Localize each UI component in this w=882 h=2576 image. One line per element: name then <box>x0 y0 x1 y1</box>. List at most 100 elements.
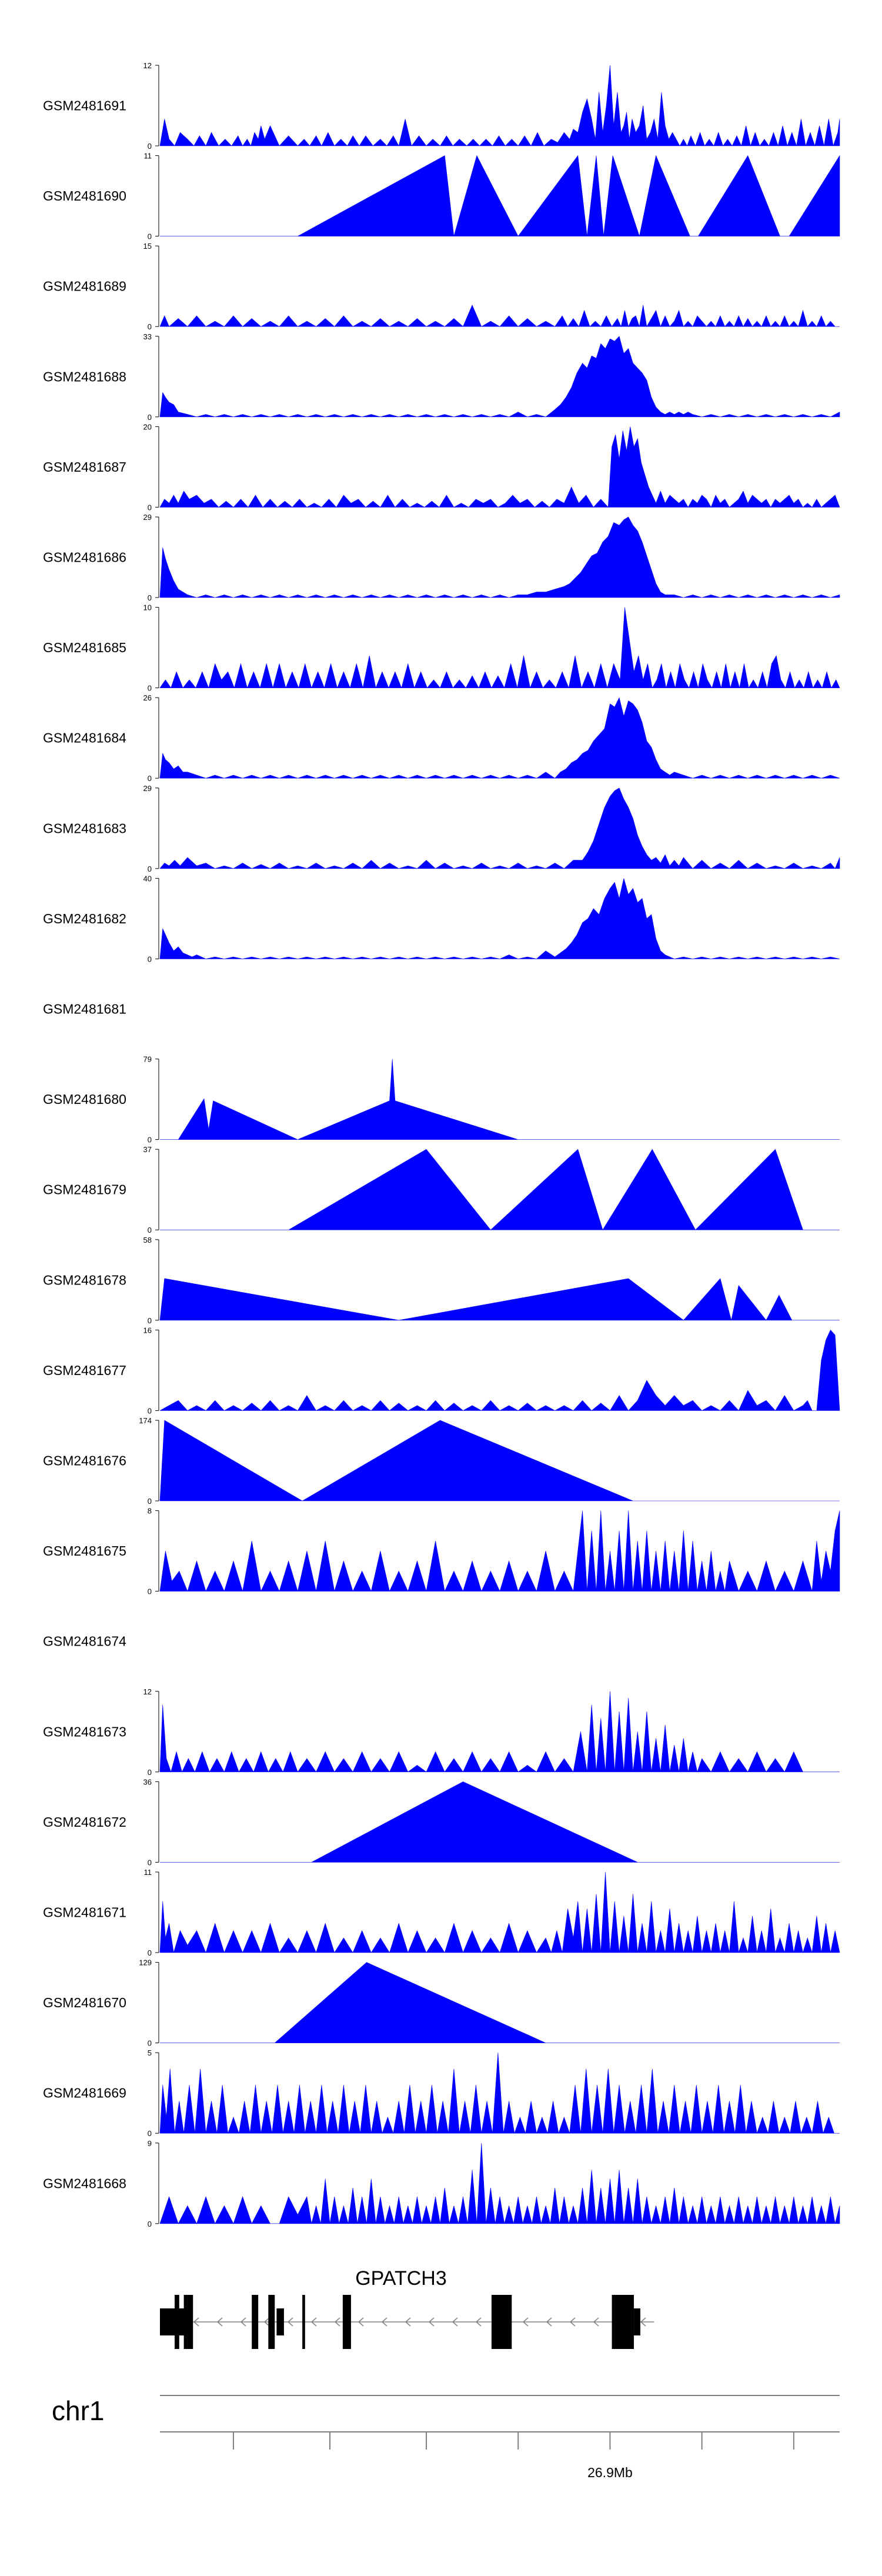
track-label: GSM2481674 <box>43 1634 126 1649</box>
y-tick-label-max: 174 <box>139 1416 152 1425</box>
chromosome-label: chr1 <box>52 2395 104 2426</box>
signal-area <box>159 2143 840 2224</box>
track-GSM2481684: GSM2481684 26 0 <box>43 693 840 783</box>
signal-area <box>159 1278 840 1321</box>
y-tick-label-max: 58 <box>143 1236 152 1244</box>
track-label: GSM2481668 <box>43 2175 126 2191</box>
exon <box>174 2295 179 2349</box>
track-label: GSM2481691 <box>43 98 126 114</box>
exon <box>612 2295 634 2349</box>
track-label: GSM2481681 <box>43 1002 126 1017</box>
track-GSM2481683: GSM2481683 29 0 <box>43 784 840 873</box>
y-tick-label-max: 79 <box>143 1055 152 1064</box>
y-tick-label-min: 0 <box>148 1858 152 1867</box>
y-tick-label-max: 129 <box>139 1958 152 1967</box>
strand-arrow <box>381 2317 387 2327</box>
signal-area <box>159 878 840 959</box>
track-label: GSM2481689 <box>43 279 126 294</box>
exon <box>276 2308 284 2335</box>
y-tick-label-max: 9 <box>148 2139 152 2148</box>
y-tick-label-max: 5 <box>148 2048 152 2057</box>
y-tick-label-min: 0 <box>148 593 152 602</box>
strand-arrow <box>263 2317 270 2327</box>
signal-area <box>160 1962 840 2043</box>
track-label: GSM2481669 <box>43 2086 126 2101</box>
y-tick-label-max: 40 <box>143 874 152 883</box>
y-tick-label-min: 0 <box>148 1587 152 1596</box>
signal-area <box>160 1149 840 1230</box>
track-GSM2481670: GSM2481670 129 0 <box>43 1958 840 2048</box>
track-GSM2481685: GSM2481685 10 0 <box>43 603 840 693</box>
signal-area <box>160 1781 840 1863</box>
strand-arrow <box>428 2317 435 2327</box>
strand-arrow <box>452 2317 458 2327</box>
gene-model: GPATCH3 <box>160 2267 654 2349</box>
strand-arrow <box>287 2317 293 2327</box>
track-label: GSM2481672 <box>43 1814 126 1830</box>
exon <box>634 2308 641 2335</box>
y-tick-label-max: 11 <box>144 1868 152 1877</box>
strand-arrow <box>475 2317 482 2327</box>
exon <box>342 2295 351 2349</box>
track-GSM2481673: GSM2481673 12 0 <box>43 1687 840 1777</box>
track-label: GSM2481676 <box>43 1453 126 1469</box>
y-tick-label-max: 20 <box>143 422 152 431</box>
signal-area <box>159 788 840 869</box>
y-tick-label-max: 29 <box>143 513 152 522</box>
track-GSM2481669: GSM2481669 5 0 <box>43 2048 840 2138</box>
y-tick-label-max: 37 <box>143 1145 152 1154</box>
signal-area <box>159 336 840 418</box>
strand-arrow <box>546 2317 552 2327</box>
y-tick-label-min: 0 <box>148 232 152 241</box>
y-tick-label-min: 0 <box>148 142 152 151</box>
track-label: GSM2481682 <box>43 911 126 926</box>
y-tick-label-min: 0 <box>148 1768 152 1777</box>
track-GSM2481675: GSM2481675 8 0 <box>43 1507 840 1596</box>
exon <box>252 2295 259 2349</box>
track-label: GSM2481670 <box>43 1995 126 2010</box>
track-GSM2481677: GSM2481677 16 0 <box>43 1326 840 1415</box>
track-label: GSM2481684 <box>43 730 126 746</box>
y-tick-label-max: 26 <box>143 693 152 702</box>
signal-area <box>159 2053 840 2134</box>
y-tick-label-min: 0 <box>148 1497 152 1506</box>
track-GSM2481678: GSM2481678 58 0 <box>43 1236 840 1325</box>
y-tick-label-max: 15 <box>143 242 152 251</box>
signal-area <box>160 1059 840 1140</box>
exon <box>183 2295 193 2349</box>
strand-arrow <box>569 2317 576 2327</box>
y-tick-label-max: 12 <box>143 1687 152 1696</box>
y-tick-label-max: 36 <box>143 1777 152 1786</box>
signal-area <box>159 426 840 508</box>
strand-arrow <box>358 2317 364 2327</box>
y-tick-label-min: 0 <box>148 1316 152 1325</box>
genome-axis: chr1 26.9Mb <box>52 2395 840 2480</box>
strand-arrow <box>405 2317 411 2327</box>
y-tick-label-max: 29 <box>143 784 152 793</box>
track-GSM2481668: GSM2481668 9 0 <box>43 2139 840 2228</box>
strand-arrow <box>334 2317 340 2327</box>
signal-area <box>159 1510 840 1592</box>
signal-area <box>159 65 840 147</box>
signal-area <box>159 607 840 689</box>
y-tick-label-max: 16 <box>143 1326 152 1334</box>
track-GSM2481672: GSM2481672 36 0 <box>43 1777 840 1867</box>
track-label: GSM2481678 <box>43 1272 126 1287</box>
track-label: GSM2481690 <box>43 188 126 203</box>
track-label: GSM2481688 <box>43 369 126 384</box>
y-tick-label-max: 33 <box>143 332 152 341</box>
y-tick-label-min: 0 <box>148 684 152 693</box>
signal-area <box>159 1691 840 1773</box>
signal-area <box>159 304 840 328</box>
y-tick-label-min: 0 <box>148 2220 152 2228</box>
track-label: GSM2481680 <box>43 1092 126 1107</box>
strand-arrow <box>522 2317 529 2327</box>
track-GSM2481680: GSM2481680 79 0 <box>43 1055 840 1144</box>
strand-arrow <box>193 2317 199 2327</box>
track-GSM2481676: GSM2481676 174 0 <box>43 1416 840 1506</box>
y-tick-label-min: 0 <box>148 413 152 422</box>
exon <box>268 2295 275 2349</box>
track-label: GSM2481685 <box>43 640 126 655</box>
track-GSM2481690: GSM2481690 11 0 <box>43 152 840 241</box>
